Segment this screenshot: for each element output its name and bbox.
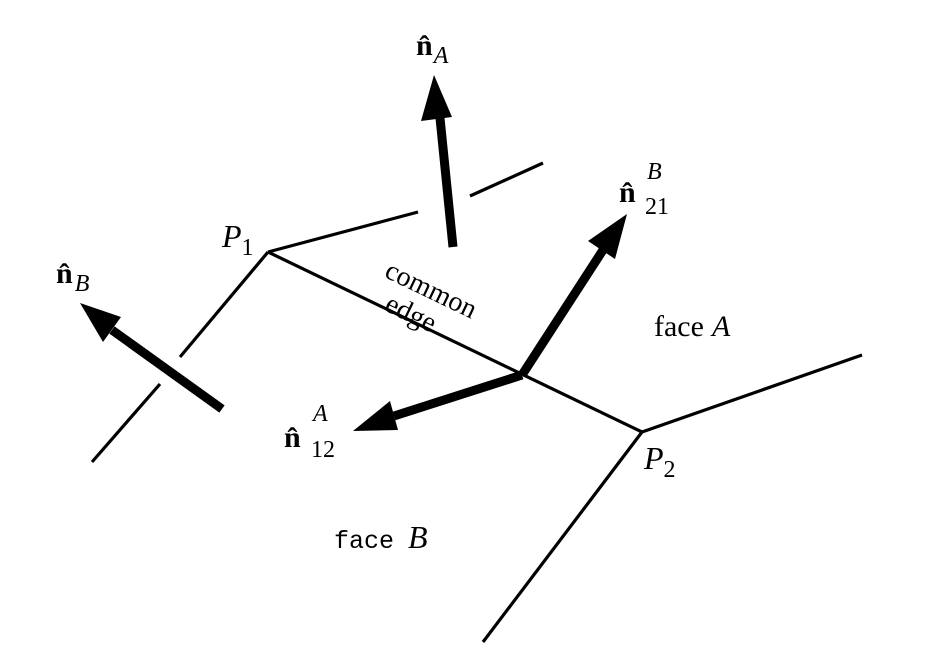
label-p1: P1 xyxy=(221,218,254,261)
label-n-b: n̂B xyxy=(56,257,90,297)
edge-lines xyxy=(90,161,863,643)
face-a-lower-edge xyxy=(641,353,863,434)
face-b-lower-edge xyxy=(481,431,644,643)
arrow-n-12a xyxy=(353,370,524,431)
label-face-b: face B xyxy=(334,519,428,556)
arrow-n-b xyxy=(80,303,225,413)
common-edge-line xyxy=(267,250,643,434)
face-a-upper-edge-near xyxy=(267,210,419,254)
label-common-edge: common edge xyxy=(380,255,482,339)
arrow-n-a xyxy=(421,75,458,248)
label-n-12a: n̂ A 12 xyxy=(284,395,335,463)
face-b-left-edge-near xyxy=(178,250,270,359)
label-face-a: face A xyxy=(654,310,731,343)
face-b-left-edge-far xyxy=(90,382,162,464)
arrow-n-21b xyxy=(518,214,627,378)
label-p2: P2 xyxy=(643,440,676,483)
label-n-21b: n̂ B 21 xyxy=(619,153,669,220)
label-n-a: n̂A xyxy=(416,29,449,69)
face-a-upper-edge-far xyxy=(469,161,544,198)
